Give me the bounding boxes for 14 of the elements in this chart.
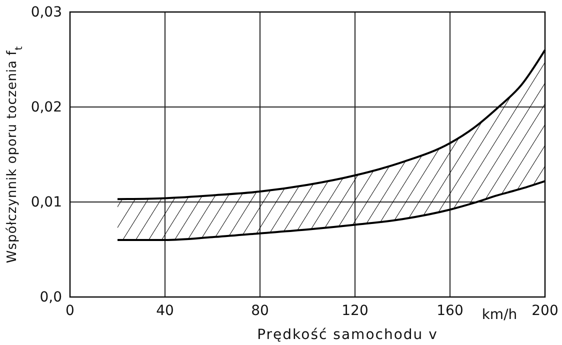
x-axis-title: Prędkość samochodu v [257,327,438,343]
line-series [116,49,546,200]
x-tick-label: 120 [342,302,368,319]
text: km/h [482,307,518,323]
x-tick-label: 0 [66,302,74,319]
y-tick-label: 0,03 [30,4,62,20]
y-tick-label: 0,02 [30,99,62,116]
x-tick-label: 80 [251,302,269,319]
x-tick-label: 200 [532,302,558,319]
y-tick-label: 0,01 [30,194,62,210]
x-tick-label: 160 [436,302,464,319]
line-series [116,180,546,241]
x-tick-label: 40 [156,302,174,319]
y-tick-label: 0,0 [40,289,62,306]
